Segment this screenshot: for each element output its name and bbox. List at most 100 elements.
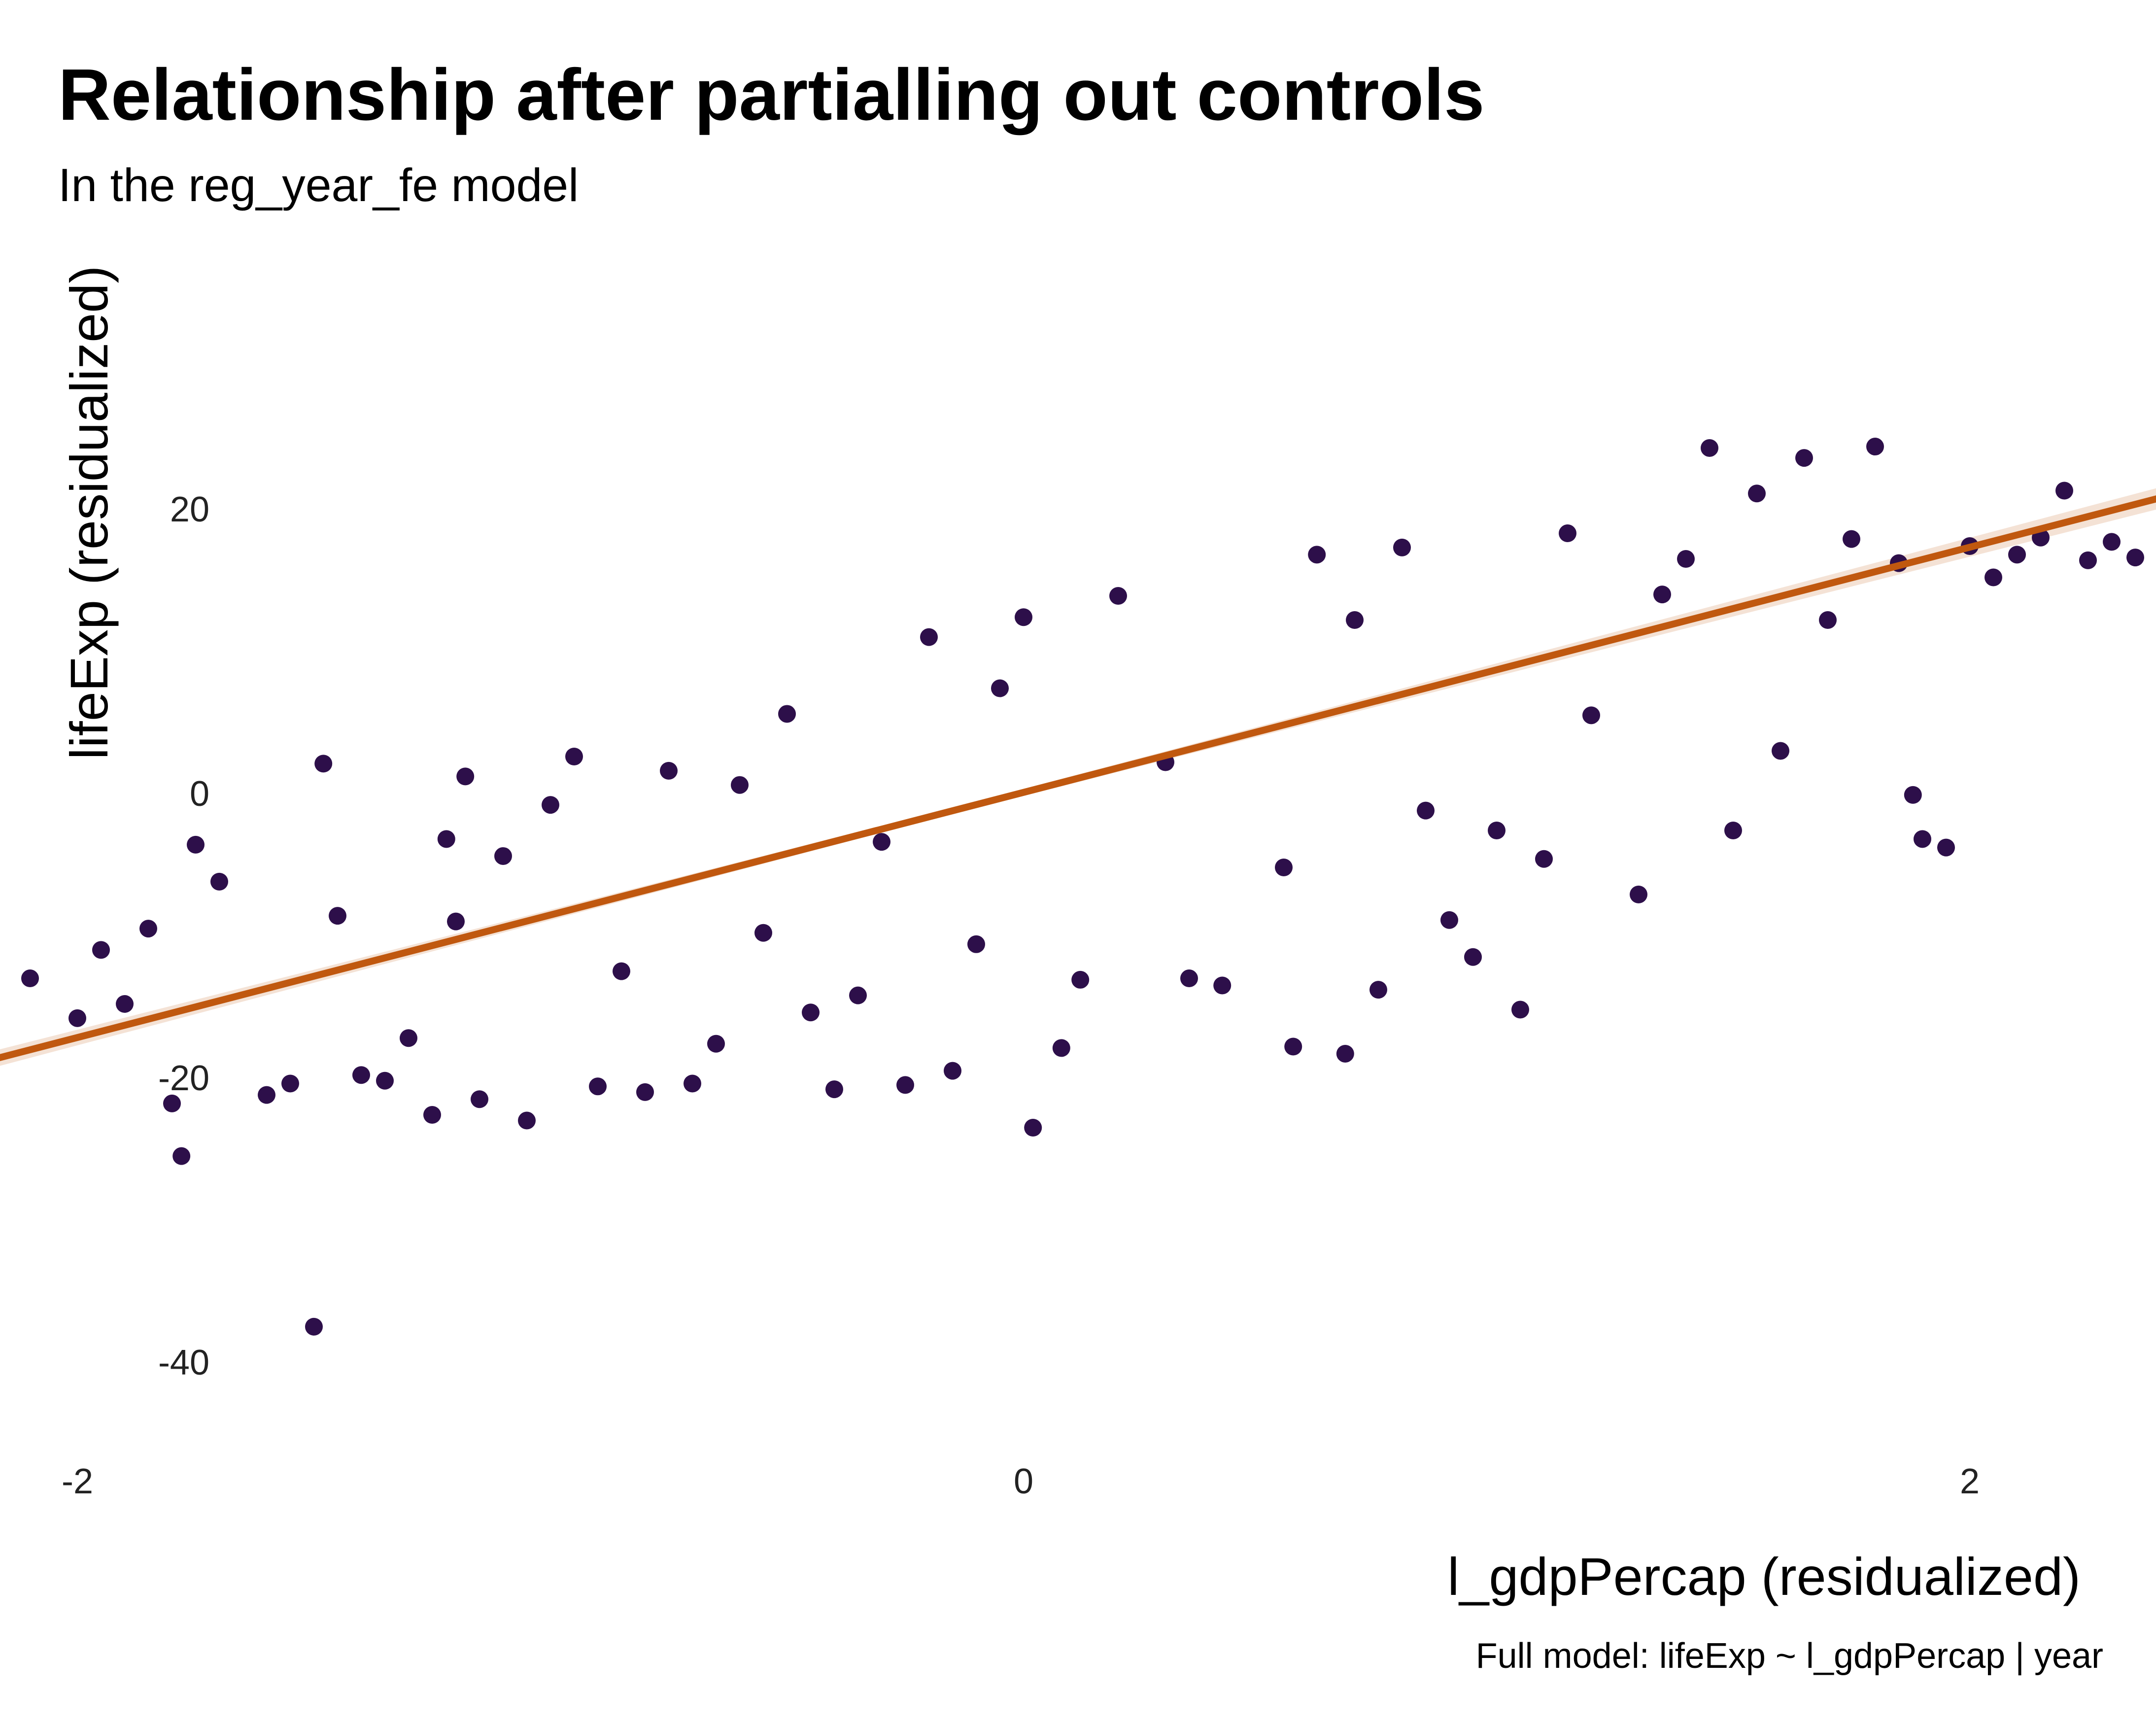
data-point xyxy=(1724,822,1742,840)
data-point xyxy=(2008,546,2026,564)
data-point xyxy=(1180,969,1198,988)
data-point xyxy=(187,835,205,854)
data-point xyxy=(314,755,333,773)
data-point xyxy=(210,872,228,891)
data-point xyxy=(305,1317,323,1336)
data-point xyxy=(376,1071,394,1090)
data-point xyxy=(731,776,749,794)
data-point xyxy=(967,935,985,953)
data-point xyxy=(447,912,465,931)
data-point xyxy=(92,941,110,959)
data-point xyxy=(281,1074,299,1093)
data-point xyxy=(849,986,867,1004)
x-axis-title: l_gdpPercap (residualized) xyxy=(1447,1547,2081,1606)
data-point xyxy=(1393,538,1411,556)
y-tick-label: 0 xyxy=(190,774,209,814)
x-tick-label: 2 xyxy=(1960,1462,1980,1501)
data-point xyxy=(494,847,512,865)
data-point xyxy=(1417,801,1435,820)
data-point xyxy=(2079,551,2097,569)
data-point xyxy=(1677,550,1695,568)
data-point xyxy=(139,920,157,938)
data-point xyxy=(1904,786,1922,804)
chart-title: Relationship after partialling out contr… xyxy=(58,54,1484,136)
data-point xyxy=(565,747,583,765)
data-point xyxy=(1582,706,1600,724)
data-point xyxy=(636,1083,654,1101)
data-point xyxy=(352,1066,370,1084)
data-point xyxy=(1511,1000,1529,1019)
data-point xyxy=(1819,611,1837,629)
data-point xyxy=(1559,524,1576,543)
data-point xyxy=(1488,822,1506,840)
chart-subtitle: In the reg_year_fe model xyxy=(58,159,579,211)
data-point xyxy=(660,761,678,780)
data-point xyxy=(2055,482,2073,500)
data-point xyxy=(825,1080,843,1099)
chart-caption: Full model: lifeExp ~ l_gdpPercap | year xyxy=(1476,1636,2103,1676)
x-tick-label: 0 xyxy=(1014,1462,1033,1501)
data-point xyxy=(1772,742,1789,760)
data-points xyxy=(21,438,2144,1336)
data-point xyxy=(778,705,796,723)
data-point xyxy=(1937,838,1955,857)
data-point xyxy=(1369,981,1387,999)
data-point xyxy=(1284,1037,1302,1056)
data-point xyxy=(1109,586,1127,605)
data-point xyxy=(1015,608,1032,626)
data-point xyxy=(400,1029,417,1047)
data-point xyxy=(613,962,630,980)
data-point xyxy=(873,833,890,851)
data-point xyxy=(1701,439,1718,457)
data-point xyxy=(991,679,1009,697)
data-point xyxy=(172,1147,191,1165)
data-point xyxy=(896,1076,914,1094)
y-tick-label: -40 xyxy=(158,1343,209,1382)
data-point xyxy=(1275,859,1293,877)
data-point xyxy=(423,1106,441,1124)
data-point xyxy=(1464,948,1482,966)
data-point xyxy=(1308,546,1326,564)
data-point xyxy=(1985,568,2002,586)
data-point xyxy=(1653,586,1671,604)
data-point xyxy=(258,1086,275,1104)
data-point xyxy=(1052,1039,1070,1057)
data-point xyxy=(1440,911,1458,929)
fit-line-layer xyxy=(0,495,2156,1062)
x-tick-label: -2 xyxy=(62,1462,93,1501)
data-point xyxy=(1213,976,1232,995)
data-point xyxy=(1748,484,1766,503)
data-point xyxy=(471,1090,488,1108)
data-point xyxy=(754,924,772,942)
x-axis-ticks: -2024 xyxy=(62,1462,1980,1501)
data-point xyxy=(802,1003,820,1022)
y-tick-label: -20 xyxy=(158,1059,209,1098)
data-point xyxy=(1630,885,1647,903)
data-point xyxy=(518,1111,536,1130)
data-point xyxy=(589,1077,607,1096)
y-tick-label: 20 xyxy=(170,490,209,529)
data-point xyxy=(2126,549,2144,567)
data-point xyxy=(1535,850,1553,868)
data-point xyxy=(684,1074,701,1093)
data-point xyxy=(68,1009,86,1027)
data-point xyxy=(1795,449,1813,467)
y-axis-title: lifeExp (residualized) xyxy=(59,266,119,759)
data-point xyxy=(1024,1118,1042,1137)
data-point xyxy=(542,796,559,814)
data-point xyxy=(21,969,39,988)
data-point xyxy=(163,1094,181,1112)
y-axis-ticks: -40 -20 0 20 xyxy=(158,490,209,1382)
data-point xyxy=(1866,438,1884,456)
data-point xyxy=(707,1035,725,1053)
fit-line xyxy=(0,495,2156,1062)
data-point xyxy=(2103,533,2121,551)
data-point xyxy=(456,767,475,786)
data-point xyxy=(1914,830,1931,848)
data-point xyxy=(1336,1044,1354,1063)
data-point xyxy=(1346,611,1364,629)
data-point xyxy=(1843,530,1860,548)
data-point xyxy=(437,830,455,848)
data-point xyxy=(1071,970,1090,989)
